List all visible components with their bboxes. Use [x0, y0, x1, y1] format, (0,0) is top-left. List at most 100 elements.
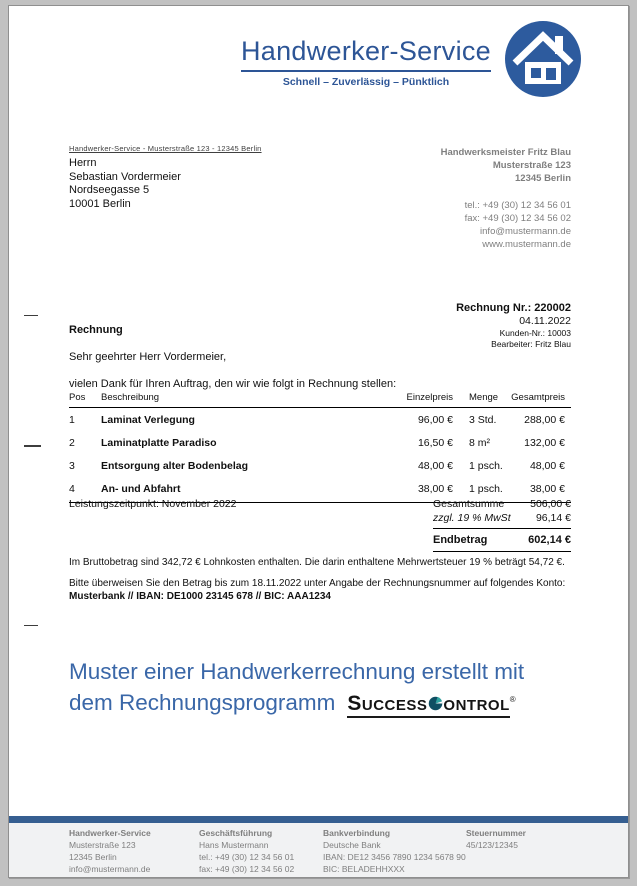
- cell-pos: 4: [69, 483, 75, 495]
- house-icon: [505, 21, 581, 97]
- footer-column-management: Geschäftsführung Hans Mustermann tel.: +…: [199, 827, 294, 875]
- footer-column-title: Steuernummer: [466, 828, 526, 838]
- cell-total: 288,00 €: [524, 414, 565, 426]
- footer-column-title: Bankverbindung: [323, 828, 391, 838]
- footer-column-company: Handwerker-Service Musterstraße 123 1234…: [69, 827, 151, 875]
- cell-total: 132,00 €: [524, 437, 565, 449]
- invoice-agent: Bearbeiter: Fritz Blau: [491, 338, 571, 349]
- cell-description: Laminat Verlegung: [101, 414, 195, 426]
- footer-accent-bar: [9, 816, 628, 823]
- invoice-page: Handwerker-Service Schnell – Zuverlässig…: [8, 5, 629, 878]
- subtotal-row: Gesamtsumme 506,00 €: [433, 495, 571, 511]
- cell-total: 38,00 €: [529, 483, 565, 495]
- grand-total-row: Endbetrag 602,14 €: [433, 529, 571, 552]
- footer-line: fax: +49 (30) 12 34 56 02: [199, 864, 295, 874]
- contact-line: Musterstraße 123: [492, 160, 571, 171]
- table-row: 3 Entsorgung alter Bodenbelag 48,00 € 1 …: [69, 454, 571, 477]
- contact-name-address: Handwerksmeister Fritz Blau Musterstraße…: [329, 146, 571, 185]
- recipient-line: Nordseegasse 5: [69, 184, 150, 196]
- cell-quantity: 8 m²: [469, 437, 490, 449]
- invoice-date: 04.11.2022: [519, 315, 571, 327]
- document-title: Rechnung: [69, 324, 123, 336]
- footer-line: info@mustermann.de: [69, 864, 151, 874]
- company-title: Handwerker-Service: [241, 36, 491, 72]
- invoice-number: Rechnung Nr.: 220002: [456, 302, 571, 314]
- contact-email: info@mustermann.de: [480, 226, 571, 237]
- payment-instruction: Bitte überweisen Sie den Betrag bis zum …: [69, 578, 566, 589]
- footer-column-tax: Steuernummer 45/123/12345: [466, 827, 526, 851]
- registered-mark: ®: [509, 695, 517, 704]
- cell-unit-price: 96,00 €: [417, 414, 453, 426]
- labor-cost-note: Im Bruttobetrag sind 342,72 € Lohnkosten…: [69, 557, 565, 568]
- footer-line: 45/123/12345: [466, 840, 518, 850]
- invoice-meta: Rechnung Nr.: 220002 04.11.2022 Kunden-N…: [329, 301, 571, 349]
- customer-number: Kunden-Nr.: 10003: [499, 328, 571, 338]
- intro-line: vielen Dank für Ihren Auftrag, den wir w…: [69, 378, 397, 390]
- grand-total-value: 602,14 €: [528, 534, 571, 546]
- cell-unit-price: 38,00 €: [417, 483, 453, 495]
- promo-line-2-text: dem Rechnungsprogramm: [69, 690, 336, 715]
- footer-column-bank: Bankverbindung Deutsche Bank IBAN: DE12 …: [323, 827, 466, 875]
- footer: Handwerker-Service Musterstraße 123 1234…: [9, 823, 628, 877]
- sender-line: Handwerker-Service - Musterstraße 123 - …: [69, 144, 262, 153]
- service-period: Leistungszeitpunkt: November 2022: [69, 498, 237, 510]
- footer-line: Hans Mustermann: [199, 840, 269, 850]
- footer-column-title: Geschäftsführung: [199, 828, 273, 838]
- promo-line-1: Muster einer Handwerkerrechnung erstellt…: [69, 659, 525, 684]
- cell-quantity: 3 Std.: [469, 414, 497, 426]
- contact-fax: fax: +49 (30) 12 34 56 02: [464, 213, 571, 224]
- salutation: Sehr geehrter Herr Vordermeier,: [69, 351, 227, 363]
- brand-text-left: Success: [347, 692, 428, 715]
- cell-unit-price: 48,00 €: [417, 460, 453, 472]
- footer-column-title: Handwerker-Service: [69, 828, 151, 838]
- contact-tel: tel.: +49 (30) 12 34 56 01: [464, 200, 571, 211]
- col-header-quantity: Menge: [469, 392, 499, 403]
- pie-chart-icon: [428, 696, 443, 711]
- col-header-description: Beschreibung: [101, 392, 160, 403]
- fold-mark: [24, 625, 38, 626]
- payment-note: Bitte überweisen Sie den Betrag bis zum …: [69, 578, 609, 603]
- items-table: Pos Beschreibung Einzelpreis Menge Gesam…: [69, 392, 571, 503]
- cell-pos: 1: [69, 414, 75, 426]
- company-contact: Handwerksmeister Fritz Blau Musterstraße…: [329, 146, 571, 251]
- table-header-row: Pos Beschreibung Einzelpreis Menge Gesam…: [69, 392, 571, 408]
- footer-line: tel.: +49 (30) 12 34 56 01: [199, 852, 295, 862]
- table-row: 1 Laminat Verlegung 96,00 € 3 Std. 288,0…: [69, 408, 571, 431]
- table-bottom-rule: [69, 502, 571, 503]
- cell-description: Entsorgung alter Bodenbelag: [101, 460, 249, 472]
- bank-details: Musterbank // IBAN: DE1000 23145 678 // …: [69, 590, 331, 602]
- cell-description: Laminatplatte Paradiso: [101, 437, 217, 449]
- cell-pos: 2: [69, 437, 75, 449]
- col-header-total-price: Gesamtpreis: [511, 392, 565, 403]
- footer-line: Musterstraße 123: [69, 840, 136, 850]
- cell-pos: 3: [69, 460, 75, 472]
- table-row: 2 Laminatplatte Paradiso 16,50 € 8 m² 13…: [69, 431, 571, 454]
- contact-channels: tel.: +49 (30) 12 34 56 01 fax: +49 (30)…: [329, 199, 571, 251]
- cell-total: 48,00 €: [529, 460, 565, 472]
- footer-line: BIC: BELADEHHXXX: [323, 864, 405, 874]
- promo-line-2: dem Rechnungsprogramm Success ontrol®: [69, 687, 614, 718]
- cell-unit-price: 16,50 €: [417, 437, 453, 449]
- totals-block: Gesamtsumme 506,00 € zzgl. 19 % MwSt 96,…: [433, 495, 571, 552]
- footer-line: IBAN: DE12 3456 7890 1234 5678 90: [323, 852, 466, 862]
- fold-mark: [24, 315, 38, 316]
- brand-text-right: ontrol: [443, 692, 510, 715]
- grand-total-label: Endbetrag: [433, 534, 488, 546]
- recipient-address: Herrn Sebastian Vordermeier Nordseegasse…: [69, 157, 181, 211]
- table-body: 1 Laminat Verlegung 96,00 € 3 Std. 288,0…: [69, 408, 571, 500]
- recipient-line: 10001 Berlin: [69, 197, 131, 210]
- table-row: 4 An- und Abfahrt 38,00 € 1 psch. 38,00 …: [69, 477, 571, 500]
- promo-text: Muster einer Handwerkerrechnung erstellt…: [69, 656, 614, 718]
- footer-line: Deutsche Bank: [323, 840, 381, 850]
- successcontrol-logo: Success ontrol®: [347, 692, 517, 718]
- letterhead: Handwerker-Service Schnell – Zuverlässig…: [231, 36, 501, 88]
- footer-line: 12345 Berlin: [69, 852, 117, 862]
- col-header-unit-price: Einzelpreis: [406, 392, 453, 403]
- contact-line: 12345 Berlin: [515, 173, 571, 184]
- recipient-line: Herrn: [69, 157, 97, 169]
- cell-quantity: 1 psch.: [469, 483, 503, 495]
- cell-quantity: 1 psch.: [469, 460, 503, 472]
- company-tagline: Schnell – Zuverlässig – Pünktlich: [282, 76, 450, 88]
- cell-description: An- und Abfahrt: [101, 483, 181, 495]
